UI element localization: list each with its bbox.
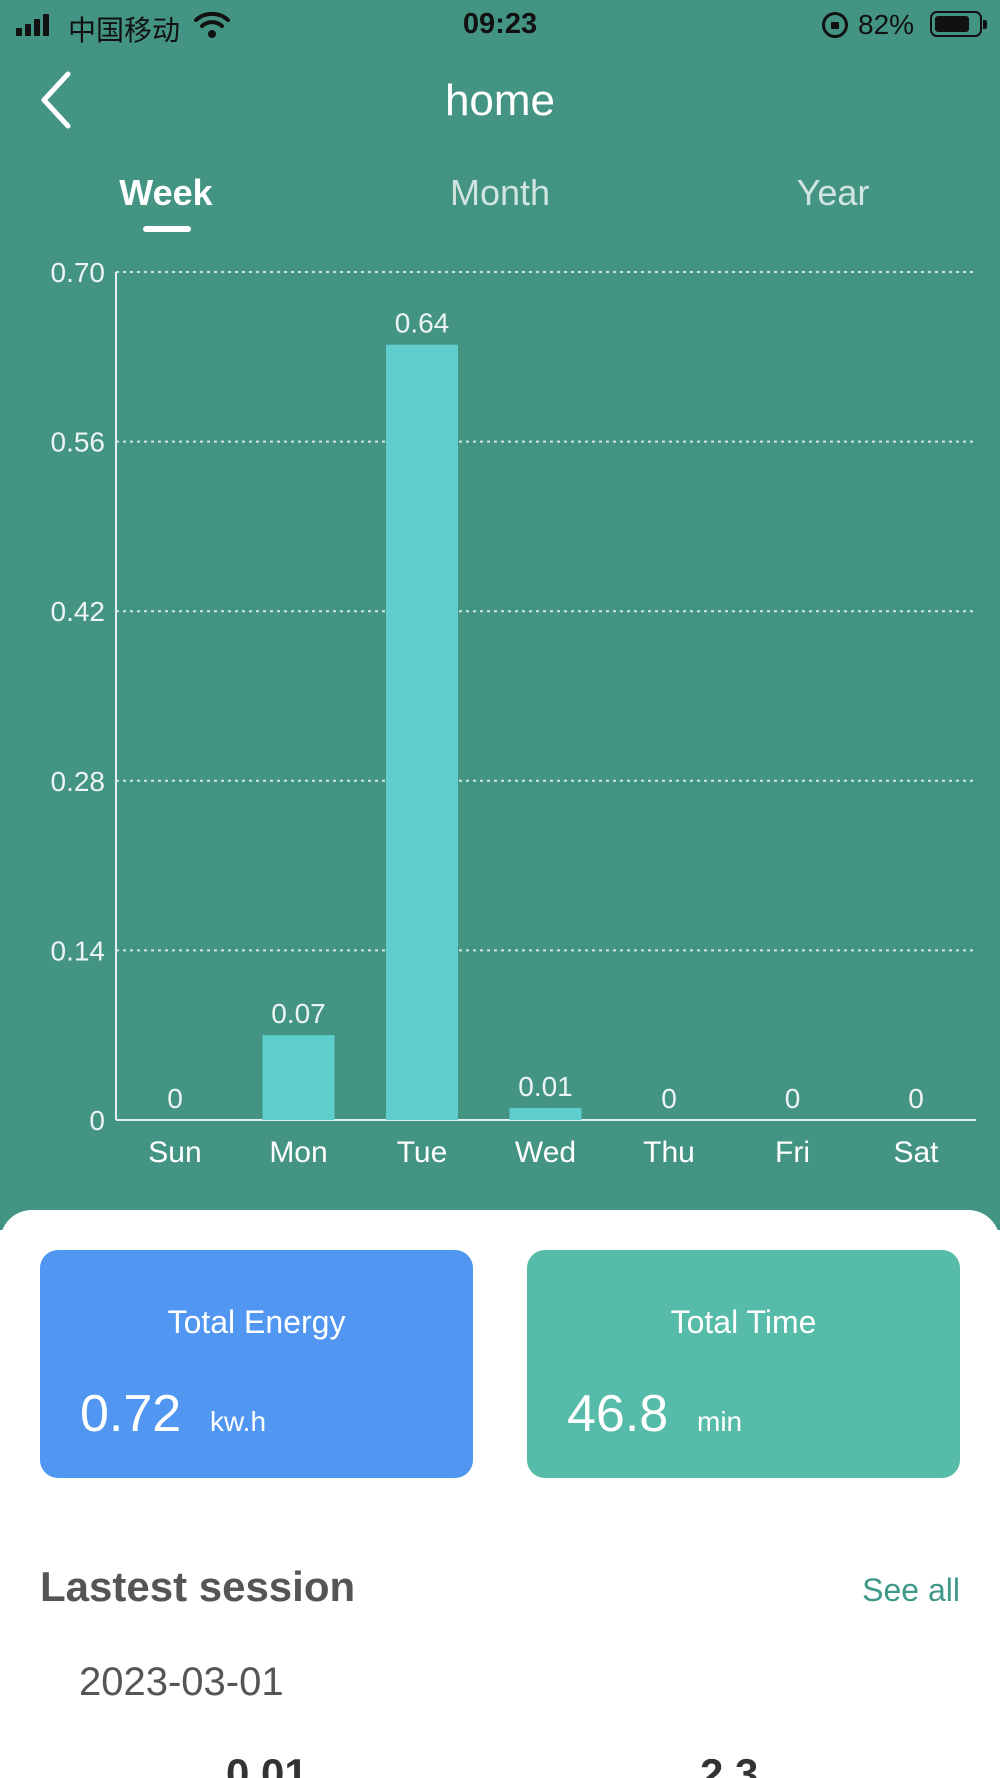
summary-panel: Total Energy 0.72 kw.h Total Time 46.8 m… <box>0 1210 1000 1778</box>
session-time-value: 2.3 <box>700 1750 759 1778</box>
x-tick-label: Thu <box>643 1136 695 1169</box>
total-time-unit: min <box>697 1406 743 1437</box>
tab-week[interactable]: Week <box>119 172 213 213</box>
stats-header-area: 中国移动 09:23 82% home Week Month Year 0 0.1… <box>0 0 1000 1230</box>
total-energy-unit: kw.h <box>210 1406 267 1437</box>
x-tick-label: Tue <box>397 1136 448 1169</box>
x-tick-label: Sat <box>893 1136 939 1169</box>
y-tick-label: 0.56 <box>51 427 106 458</box>
active-tab-indicator <box>143 226 191 232</box>
wifi-icon <box>194 11 230 38</box>
bar <box>509 1107 582 1120</box>
session-date: 2023-03-01 <box>79 1660 284 1704</box>
total-time-card: Total Time 46.8 min <box>527 1250 960 1478</box>
y-tick-label: 0.70 <box>51 257 106 288</box>
x-tick-label: Fri <box>775 1136 810 1169</box>
battery-percent: 82% <box>858 9 915 40</box>
chevron-left-icon[interactable] <box>38 70 74 130</box>
y-tick-label: 0.42 <box>51 596 106 627</box>
bar-value-label: 0 <box>661 1083 677 1114</box>
bar-value-label: 0.64 <box>395 308 450 339</box>
bar-value-label: 0.07 <box>271 998 326 1029</box>
page-title: home <box>444 76 556 125</box>
tab-month[interactable]: Month <box>449 172 551 213</box>
latest-session-heading: Lastest session <box>40 1563 356 1610</box>
status-time: 09:23 <box>462 8 538 40</box>
total-time-value: 46.8 <box>567 1385 669 1443</box>
total-time-title: Total Time <box>670 1304 817 1340</box>
total-energy-value: 0.72 <box>80 1385 182 1443</box>
bar-value-label: 0 <box>785 1083 801 1114</box>
session-energy-value: 0.01 <box>226 1750 308 1778</box>
bar-value-label: 0 <box>908 1083 924 1114</box>
cellular-signal-icon <box>16 14 52 36</box>
x-tick-label: Wed <box>515 1136 576 1169</box>
bar <box>386 344 458 1121</box>
status-bar: 中国移动 09:23 82% <box>0 0 1000 50</box>
y-tick-label: 0 <box>89 1105 105 1136</box>
energy-bar-chart: 0 0.14 0.28 0.42 0.56 0.70 0 Sun 0.07 Mon 0.64 Tue 0… <box>51 257 976 1169</box>
battery-icon <box>930 11 987 37</box>
y-tick-label: 0.28 <box>51 766 106 797</box>
carrier-name: 中国移动 <box>68 15 181 46</box>
tab-year[interactable]: Year <box>796 172 870 213</box>
x-tick-label: Sun <box>148 1136 201 1169</box>
bar-value-label: 0 <box>167 1083 183 1114</box>
total-energy-card: Total Energy 0.72 kw.h <box>40 1250 473 1478</box>
total-energy-title: Total Energy <box>167 1304 346 1340</box>
bar <box>262 1035 335 1120</box>
x-tick-label: Mon <box>269 1136 327 1169</box>
battery-level <box>935 16 970 32</box>
see-all-link[interactable]: See all <box>862 1572 960 1608</box>
y-tick-label: 0.14 <box>51 935 106 966</box>
bar-value-label: 0.01 <box>518 1071 573 1102</box>
rotation-lock-icon <box>822 12 848 38</box>
